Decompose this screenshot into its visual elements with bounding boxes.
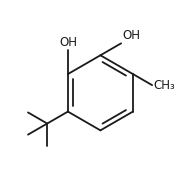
Text: OH: OH	[59, 36, 77, 49]
Text: CH₃: CH₃	[154, 79, 176, 92]
Text: OH: OH	[123, 29, 141, 42]
